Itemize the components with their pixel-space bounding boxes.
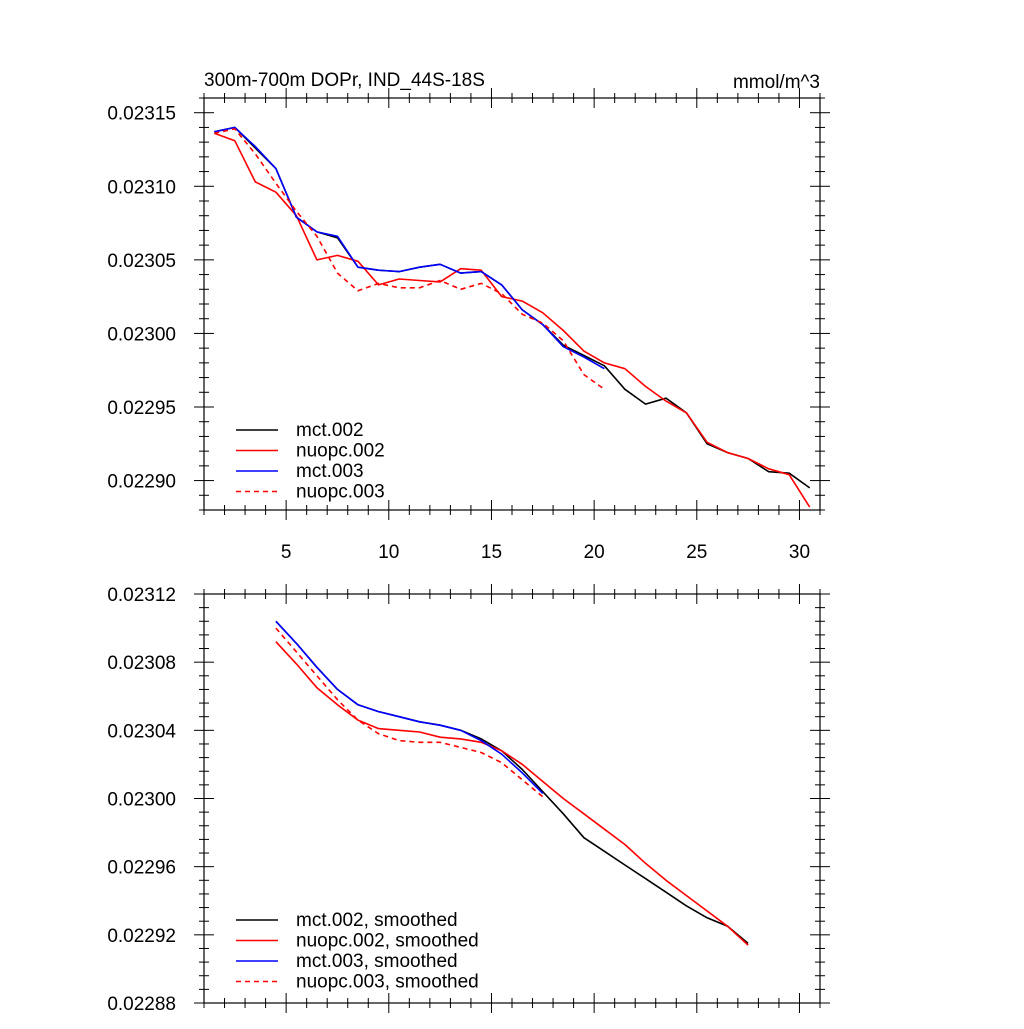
y-tick-label: 0.02295: [107, 398, 176, 419]
legend-label: mct.002: [296, 420, 364, 441]
y-tick-label: 0.02300: [107, 790, 176, 811]
legend-label: nuopc.003, smoothed: [296, 972, 479, 993]
bottom-panel: 0.02288 0.02292 0.02296 0.02300 0.02304 0.023…: [107, 584, 830, 1015]
y-tick-label: 0.02290: [107, 472, 176, 493]
y-tick-label: 0.02305: [107, 251, 176, 272]
y-tick-label: 0.02304: [107, 721, 176, 742]
series-line-4: [275, 627, 544, 798]
top-panel: 300m-700m DOPr, IND_44S-18S mmol/m^3 5 10…: [107, 70, 830, 563]
series-line-3: [275, 620, 544, 794]
y-tick-label: 0.02296: [107, 858, 176, 879]
y-tick-label: 0.02292: [107, 926, 176, 947]
units-label: mmol/m^3: [733, 72, 820, 93]
x-tick-label: 30: [789, 542, 810, 563]
y-tick-label: 0.02300: [107, 324, 176, 345]
y-tick-label: 0.02308: [107, 653, 176, 674]
y-tick-label: 0.02312: [107, 585, 176, 606]
y-tick-label: 0.02288: [107, 994, 176, 1015]
series-line-2: [214, 132, 811, 508]
series-line-3: [214, 126, 605, 370]
legend-label: mct.002, smoothed: [296, 910, 458, 931]
legend-label: nuopc.002, smoothed: [296, 931, 479, 952]
y-tick-label: 0.02315: [107, 104, 176, 125]
legend-label: nuopc.002: [296, 441, 385, 462]
series-line-4: [214, 128, 605, 390]
x-tick-label: 5: [281, 542, 292, 563]
legend-label: mct.003: [296, 461, 364, 482]
legend-label: nuopc.003: [296, 482, 385, 503]
x-tick-label: 15: [481, 542, 502, 563]
x-tick-label: 10: [378, 542, 399, 563]
series-line-1: [275, 620, 749, 945]
x-tick-label: 25: [686, 542, 707, 563]
x-tick-label: 20: [584, 542, 605, 563]
chart-title: 300m-700m DOPr, IND_44S-18S: [204, 70, 485, 91]
y-tick-label: 0.02310: [107, 177, 176, 198]
legend-label: mct.003, smoothed: [296, 951, 458, 972]
